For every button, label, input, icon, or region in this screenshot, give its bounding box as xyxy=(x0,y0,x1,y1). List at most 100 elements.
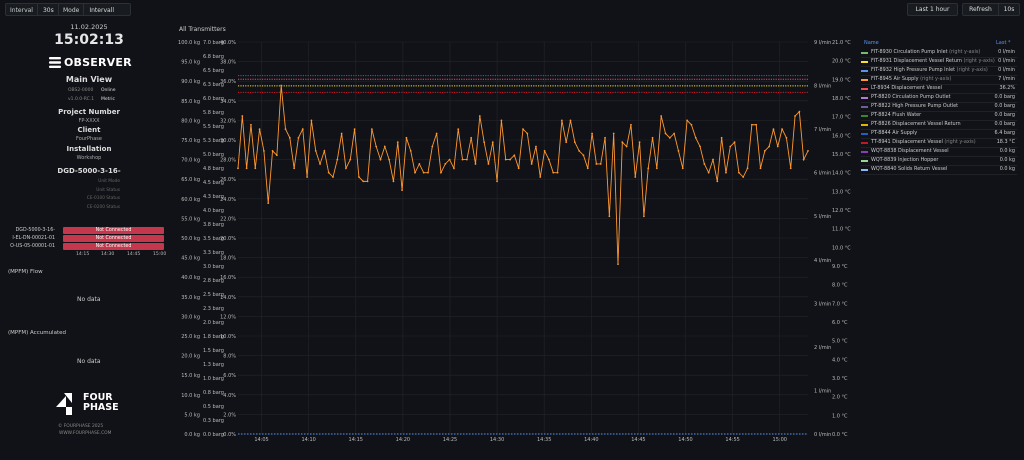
pct-tick-label: 30.0% xyxy=(220,138,236,144)
data-point xyxy=(647,167,650,170)
data-point xyxy=(453,167,455,170)
barg-tick-label: 0.3 barg xyxy=(203,418,224,424)
lmin-tick-label: 4 l/min xyxy=(814,258,831,264)
interval-select[interactable]: Interval 30s xyxy=(5,3,60,16)
device-status-badge: Not Connected xyxy=(63,235,164,242)
data-point xyxy=(383,145,386,148)
pct-tick-label: 6.0% xyxy=(223,373,236,379)
barg-tick-label: 6.5 barg xyxy=(203,68,224,74)
pct-tick-label: 34.0% xyxy=(220,99,236,105)
degc-tick-label: 17.0 °C xyxy=(832,115,851,121)
data-point xyxy=(725,171,727,174)
data-point xyxy=(617,263,619,266)
ce0200-status: CE-0200 Status xyxy=(86,204,120,210)
data-point xyxy=(478,115,481,117)
data-point xyxy=(500,119,503,122)
fourphase-logo: FOUR PHASE xyxy=(54,393,134,419)
degc-tick-label: 10.0 °C xyxy=(832,245,851,251)
device-name: I-EL-DN-00021-01 xyxy=(12,236,55,241)
data-point xyxy=(301,128,304,131)
legend-item-value: 0.0 kg xyxy=(999,157,1015,163)
degc-tick-label: 0.0 °C xyxy=(832,432,848,438)
legend-item[interactable]: FIT-8931 Displacement Vessel Return (rig… xyxy=(861,57,1017,67)
legend-last-header[interactable]: Last * xyxy=(996,40,1011,46)
x-tick-label: 14:20 xyxy=(396,437,410,443)
legend-swatch xyxy=(861,133,868,135)
data-point xyxy=(733,141,736,144)
legend-item[interactable]: PT-8844 Air Supply 6.4 barg xyxy=(861,129,1017,139)
legend-item[interactable]: PT-8820 Circulation Pump Outlet 0.0 barg xyxy=(861,93,1017,103)
legend-item-value: 36.2% xyxy=(999,85,1015,91)
device-name: O-US-05-00001-01 xyxy=(10,244,55,249)
data-point xyxy=(578,149,581,152)
legend-item[interactable]: PT-8824 Flush Water 0.0 barg xyxy=(861,111,1017,121)
data-point xyxy=(798,110,801,113)
transmitters-chart[interactable]: 14:05 14:10 14:15 14:20 14:25 14:30 14:35 14:40… xyxy=(176,34,856,444)
fourphase-logo-icon xyxy=(56,393,72,415)
degc-tick-label: 18.0 °C xyxy=(832,96,851,102)
observer-logo: OBSERVER xyxy=(48,56,133,70)
device-status-badge: Not Connected xyxy=(63,227,164,234)
data-point xyxy=(457,128,460,131)
legend-item[interactable]: FIT-8932 High Pressure Pump Inlet (right… xyxy=(861,66,1017,76)
unit-mode: Unit Mode xyxy=(98,179,120,184)
x-tick-label: 14:30 xyxy=(490,437,504,443)
data-point xyxy=(604,136,606,139)
legend-name-header[interactable]: Name xyxy=(864,40,879,46)
legend-item[interactable]: PT-8822 High Pressure Pump Outlet 0.0 ba… xyxy=(861,102,1017,112)
legend-item-value: 7 l/min xyxy=(998,76,1015,82)
barg-tick-label: 4.8 barg xyxy=(203,166,224,172)
data-point xyxy=(621,141,624,144)
legend-swatch xyxy=(861,88,868,90)
data-point xyxy=(807,149,809,152)
legend-item-name: FIT-8945 Air Supply (right y-axis) xyxy=(871,76,952,82)
barg-tick-label: 5.8 barg xyxy=(203,110,224,116)
data-point xyxy=(781,128,783,131)
data-point xyxy=(241,115,244,117)
legend-swatch xyxy=(861,160,868,162)
data-point xyxy=(712,158,714,161)
time-range-picker[interactable]: Last 1 hour xyxy=(907,3,958,16)
x-tick-label: 14:50 xyxy=(678,437,692,443)
refresh-picker[interactable]: Refresh 10s xyxy=(962,3,1020,16)
data-point xyxy=(448,158,451,161)
barg-tick-label: 4.0 barg xyxy=(203,208,224,214)
x-tick-label: 14:55 xyxy=(725,437,739,443)
data-point xyxy=(362,180,365,183)
data-point xyxy=(543,149,546,152)
data-point xyxy=(630,123,632,126)
legend-item[interactable]: FIT-8930 Circulation Pump Inlet (right y… xyxy=(861,48,1017,58)
legend-item[interactable]: TT-8941 Displacement Vessel (right y-axi… xyxy=(861,138,1017,148)
data-point xyxy=(560,119,563,122)
kg-tick-label: 100.0 kg xyxy=(178,40,200,46)
project-value: FP-XXXX xyxy=(78,118,100,124)
legend-item[interactable]: FIT-8945 Air Supply (right y-axis) 7 l/mi… xyxy=(861,75,1017,85)
device-name: DGD-5000-3-16- xyxy=(15,228,55,233)
kg-tick-label: 50.0 kg xyxy=(181,236,200,242)
lmin-tick-label: 1 l/min xyxy=(814,388,831,394)
legend-item[interactable]: PT-8826 Displacement Vessel Return 0.0 b… xyxy=(861,120,1017,130)
degc-tick-label: 16.0 °C xyxy=(832,133,851,139)
clock-text: 15:02:13 xyxy=(54,32,124,48)
legend-item-name: PT-8844 Air Supply xyxy=(871,130,918,136)
degc-tick-label: 4.0 °C xyxy=(832,357,848,363)
degc-tick-label: 2.0 °C xyxy=(832,395,848,401)
legend-item-value: 0 l/min xyxy=(998,67,1015,73)
data-point xyxy=(431,145,434,148)
barg-tick-label: 6.3 barg xyxy=(203,82,224,88)
data-point xyxy=(254,167,257,170)
legend-item[interactable]: WQT-8840 Solids Return Vessel 0.0 kg xyxy=(861,165,1017,175)
data-point xyxy=(643,215,645,218)
data-point xyxy=(776,145,779,148)
legend-item[interactable]: LT-8934 Displacement Vessel 36.2% xyxy=(861,84,1017,94)
kg-tick-label: 35.0 kg xyxy=(181,295,200,301)
legend-item-name: PT-8826 Displacement Vessel Return xyxy=(871,121,961,127)
legend-item[interactable]: WQT-8838 Displacement Vessel 0.0 kg xyxy=(861,147,1017,157)
data-point xyxy=(530,163,533,165)
pct-tick-label: 2.0% xyxy=(223,412,236,418)
kg-tick-label: 20.0 kg xyxy=(181,354,200,360)
legend-item[interactable]: WQT-8839 Injection Hopper 0.0 kg xyxy=(861,156,1017,166)
mode-select[interactable]: Mode Intervall xyxy=(58,3,132,16)
legend-item-value: 0 l/min xyxy=(998,49,1015,55)
refresh-label: Refresh xyxy=(963,4,999,15)
